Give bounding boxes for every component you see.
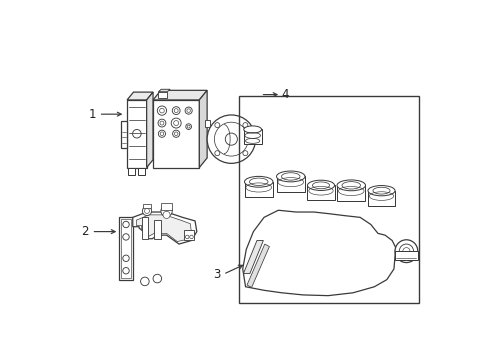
Bar: [244, 182, 272, 197]
Circle shape: [171, 118, 181, 128]
Bar: [367, 191, 394, 206]
Polygon shape: [136, 215, 191, 242]
Bar: [394, 251, 417, 260]
Circle shape: [157, 106, 166, 115]
Polygon shape: [133, 212, 196, 244]
Ellipse shape: [367, 185, 394, 196]
Circle shape: [172, 130, 180, 137]
Circle shape: [163, 211, 170, 219]
Ellipse shape: [307, 180, 334, 190]
Bar: [127, 100, 146, 167]
Polygon shape: [158, 89, 170, 92]
Polygon shape: [153, 90, 207, 100]
Ellipse shape: [336, 180, 365, 191]
Bar: [119, 217, 133, 280]
Ellipse shape: [244, 126, 261, 133]
Circle shape: [214, 122, 248, 156]
Bar: [121, 219, 130, 278]
Bar: [239, 96, 418, 303]
Bar: [138, 167, 144, 175]
Polygon shape: [242, 210, 395, 296]
Bar: [153, 100, 199, 167]
Bar: [158, 92, 167, 98]
Text: 4: 4: [281, 88, 289, 101]
Circle shape: [159, 108, 164, 113]
Polygon shape: [243, 240, 263, 274]
Text: 2: 2: [81, 225, 89, 238]
Polygon shape: [199, 90, 207, 167]
Bar: [336, 185, 365, 201]
Circle shape: [158, 130, 165, 137]
Circle shape: [122, 221, 129, 228]
Bar: [142, 217, 148, 239]
Circle shape: [161, 205, 172, 217]
Circle shape: [187, 125, 190, 128]
Circle shape: [172, 107, 180, 114]
Text: 1: 1: [88, 108, 96, 121]
Circle shape: [186, 109, 190, 112]
Circle shape: [402, 248, 409, 255]
Ellipse shape: [244, 176, 272, 187]
Circle shape: [160, 121, 163, 125]
Circle shape: [184, 107, 192, 114]
Circle shape: [207, 115, 255, 163]
Bar: [121, 121, 127, 148]
Bar: [127, 167, 135, 175]
Circle shape: [189, 235, 193, 239]
Circle shape: [174, 109, 178, 113]
Circle shape: [399, 244, 413, 258]
Bar: [244, 130, 261, 144]
Circle shape: [122, 267, 129, 274]
Bar: [276, 176, 305, 192]
Circle shape: [243, 151, 247, 156]
Circle shape: [160, 132, 163, 135]
Circle shape: [174, 132, 178, 135]
Bar: [205, 120, 209, 127]
Ellipse shape: [276, 171, 305, 182]
Text: 3: 3: [213, 268, 220, 281]
Bar: [154, 220, 160, 239]
Polygon shape: [127, 92, 153, 100]
Bar: [161, 203, 172, 210]
Circle shape: [141, 277, 149, 286]
Circle shape: [173, 121, 178, 126]
Circle shape: [142, 206, 151, 216]
Bar: [307, 185, 334, 200]
Circle shape: [153, 274, 161, 283]
Circle shape: [158, 119, 165, 127]
Bar: [184, 230, 194, 240]
Circle shape: [122, 234, 129, 240]
Circle shape: [214, 151, 219, 156]
Bar: [142, 204, 151, 208]
Circle shape: [394, 240, 417, 262]
Circle shape: [132, 130, 141, 138]
Circle shape: [144, 208, 149, 213]
Polygon shape: [146, 92, 153, 167]
Circle shape: [243, 123, 247, 127]
Circle shape: [122, 255, 129, 261]
Circle shape: [185, 235, 188, 239]
Circle shape: [225, 133, 237, 145]
Circle shape: [214, 123, 219, 127]
Polygon shape: [246, 244, 269, 288]
Circle shape: [185, 124, 191, 130]
